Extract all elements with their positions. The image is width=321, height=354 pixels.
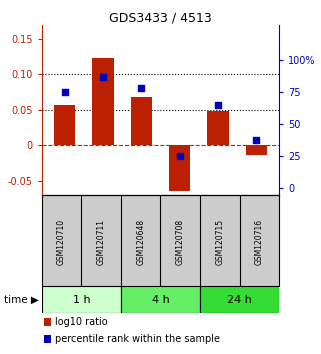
Text: percentile rank within the sample: percentile rank within the sample — [55, 333, 220, 344]
Point — [139, 85, 144, 91]
Bar — [44, 318, 51, 326]
Text: GSM120710: GSM120710 — [57, 219, 66, 266]
Text: GSM120715: GSM120715 — [215, 219, 224, 266]
Title: GDS3433 / 4513: GDS3433 / 4513 — [109, 12, 212, 25]
Bar — [54, 105, 75, 145]
Bar — [200, 286, 279, 314]
Text: log10 ratio: log10 ratio — [55, 317, 108, 327]
Bar — [246, 145, 267, 155]
Bar — [131, 97, 152, 145]
Bar — [42, 286, 121, 314]
Text: GSM120648: GSM120648 — [136, 219, 145, 266]
Point — [100, 74, 106, 80]
Text: GSM120716: GSM120716 — [255, 219, 264, 266]
Text: GSM120708: GSM120708 — [176, 219, 185, 266]
Bar — [44, 335, 51, 343]
Point — [215, 102, 221, 108]
Point — [254, 137, 259, 142]
Text: time ▶: time ▶ — [4, 295, 39, 305]
Bar — [169, 145, 190, 192]
Point — [177, 153, 182, 159]
Bar — [121, 286, 200, 314]
Text: 1 h: 1 h — [73, 295, 90, 305]
Bar — [92, 58, 114, 145]
Text: 4 h: 4 h — [152, 295, 169, 305]
Text: GSM120711: GSM120711 — [97, 219, 106, 266]
Bar — [207, 110, 229, 145]
Text: 24 h: 24 h — [227, 295, 252, 305]
Point — [62, 89, 67, 95]
